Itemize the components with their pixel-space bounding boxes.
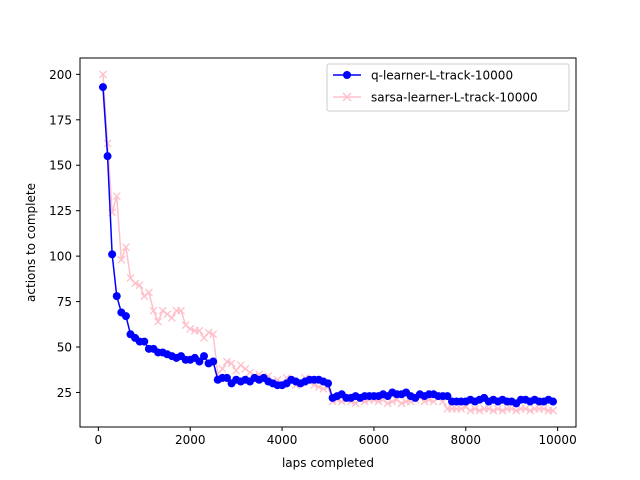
- y-tick-label: 75: [57, 295, 72, 309]
- y-tick-label: 200: [49, 68, 72, 82]
- data-point: [163, 310, 172, 319]
- x-axis: 0 2000 4000 6000 8000 10000: [95, 427, 577, 447]
- data-point: [539, 404, 548, 413]
- data-point: [158, 306, 167, 315]
- data-point: [186, 324, 195, 333]
- data-point: [241, 364, 250, 373]
- data-point: [200, 352, 208, 361]
- data-point: [484, 404, 493, 413]
- data-point: [222, 373, 231, 382]
- data-point: [475, 406, 484, 415]
- legend-frame: [326, 63, 570, 112]
- data-point: [512, 406, 521, 415]
- data-point: [177, 306, 185, 315]
- x-tick-label: 8000: [451, 433, 482, 447]
- y-axis: 25 50 75 100 125 150 175 200: [49, 68, 80, 400]
- data-point: [98, 83, 107, 92]
- data-point: [103, 152, 112, 161]
- data-point: [195, 357, 204, 366]
- data-point: [108, 250, 117, 259]
- data-point: [121, 312, 130, 321]
- data-point: [227, 359, 236, 368]
- y-tick-label: 50: [57, 341, 72, 355]
- data-point: [223, 357, 231, 366]
- data-point: [493, 404, 502, 413]
- y-axis-label: actions to complete: [24, 183, 38, 302]
- data-point: [181, 321, 190, 330]
- data-point: [140, 337, 149, 346]
- data-point: [154, 317, 163, 326]
- y-tick-label: 175: [49, 113, 72, 127]
- legend: q-learner-L-track-10000 sarsa-learner-L-…: [326, 63, 570, 112]
- data-point: [144, 288, 153, 297]
- data-point: [457, 404, 466, 413]
- data-point: [218, 364, 227, 373]
- legend-label-sarsa-learner: sarsa-learner-L-track-10000: [371, 91, 538, 105]
- x-tick-label: 10000: [539, 433, 577, 447]
- data-point: [383, 399, 392, 408]
- data-point: [149, 306, 158, 315]
- x-axis-label: laps completed: [282, 456, 374, 470]
- y-tick-label: 25: [57, 386, 72, 400]
- data-point: [521, 404, 530, 413]
- data-point: [103, 139, 112, 148]
- x-tick-label: 0: [95, 433, 103, 447]
- data-point: [112, 292, 121, 301]
- data-point: [549, 397, 558, 406]
- data-point: [131, 279, 140, 288]
- data-point: [209, 357, 218, 366]
- series-layer: [98, 70, 558, 415]
- data-point: [397, 399, 406, 408]
- x-tick-label: 4000: [267, 433, 298, 447]
- data-point: [324, 379, 332, 388]
- data-point: [135, 281, 144, 290]
- data-point: [443, 392, 452, 401]
- data-point: [121, 243, 130, 252]
- data-point: [195, 326, 204, 335]
- data-point: [498, 406, 507, 415]
- plot-frame: [79, 57, 577, 428]
- data-point: [209, 330, 218, 339]
- data-point: [236, 361, 245, 370]
- data-point: [471, 404, 479, 413]
- data-point: [140, 292, 149, 301]
- legend-marker-sarsa-learner: [342, 92, 352, 102]
- data-point: [99, 70, 107, 79]
- data-point: [167, 313, 176, 322]
- data-point: [526, 406, 535, 415]
- x-tick-label: 2000: [175, 433, 206, 447]
- data-point: [112, 192, 121, 201]
- y-tick-label: 150: [49, 159, 72, 173]
- y-tick-label: 100: [49, 250, 72, 264]
- y-tick-label: 125: [49, 204, 72, 218]
- data-point: [117, 255, 126, 264]
- series-q-learner: [98, 83, 558, 408]
- data-point: [549, 406, 557, 415]
- data-point: [466, 406, 475, 415]
- data-point: [204, 328, 213, 337]
- legend-label-q-learner: q-learner-L-track-10000: [371, 69, 513, 83]
- data-point: [489, 406, 498, 415]
- legend-marker-q-learner: [343, 71, 351, 79]
- x-tick-label: 6000: [359, 433, 390, 447]
